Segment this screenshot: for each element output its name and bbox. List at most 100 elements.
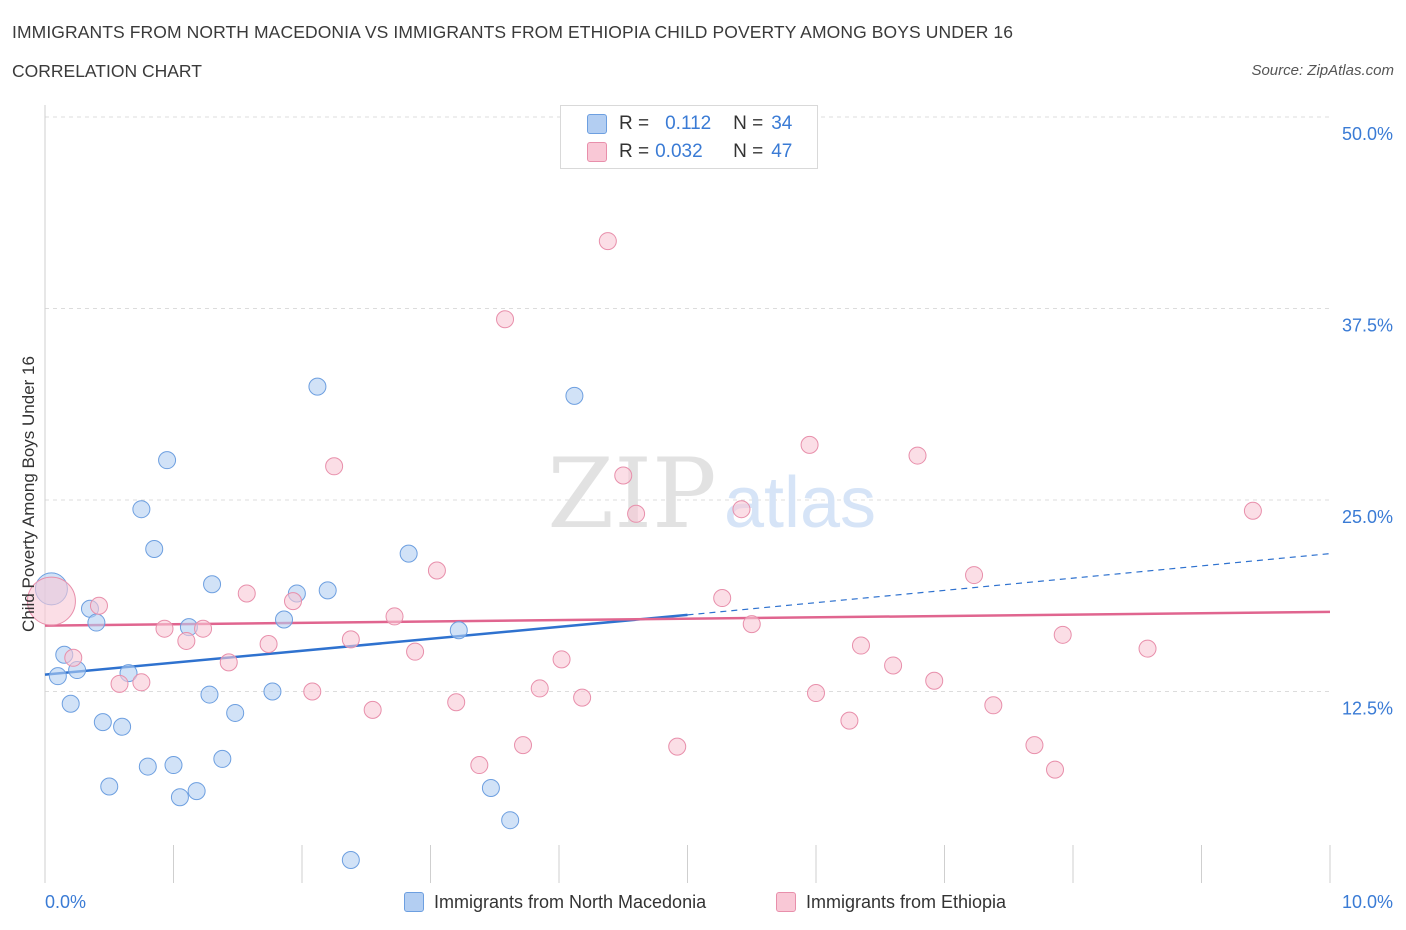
trend-line-macedonia-extension bbox=[687, 553, 1331, 616]
y-tick-label: 50.0% bbox=[1342, 124, 1393, 144]
point-ethiopia bbox=[325, 457, 344, 476]
point-macedonia bbox=[449, 621, 468, 640]
legend-n-label: N = bbox=[733, 141, 764, 162]
legend-row-ethiopia: R = 0.032 N = 47 bbox=[587, 139, 792, 165]
point-ethiopia bbox=[984, 696, 1003, 715]
point-ethiopia bbox=[732, 500, 751, 519]
point-macedonia bbox=[341, 851, 360, 870]
point-ethiopia bbox=[447, 693, 466, 712]
point-ethiopia bbox=[64, 648, 83, 667]
legend-r-value: 0.032 bbox=[655, 141, 703, 162]
chart-title: IMMIGRANTS FROM NORTH MACEDONIA VS IMMIG… bbox=[12, 22, 1014, 42]
x-tick-label: 10.0% bbox=[1342, 892, 1393, 912]
y-tick-label: 12.5% bbox=[1342, 699, 1393, 719]
point-ethiopia bbox=[385, 607, 404, 626]
point-ethiopia bbox=[427, 561, 446, 580]
legend-n-value: 34 bbox=[771, 113, 793, 134]
point-macedonia bbox=[132, 500, 151, 519]
watermark-atlas: atlas bbox=[724, 463, 876, 543]
point-macedonia bbox=[481, 779, 500, 798]
point-ethiopia bbox=[237, 584, 256, 603]
point-ethiopia bbox=[259, 635, 278, 654]
point-ethiopia bbox=[908, 446, 927, 465]
point-ethiopia bbox=[155, 619, 174, 638]
point-ethiopia bbox=[470, 756, 489, 775]
point-ethiopia bbox=[26, 576, 76, 626]
point-macedonia bbox=[213, 749, 232, 768]
chart-subtitle: CORRELATION CHART bbox=[12, 61, 202, 81]
point-ethiopia bbox=[1053, 625, 1072, 644]
data-points bbox=[26, 232, 1262, 870]
point-ethiopia bbox=[965, 566, 984, 585]
point-macedonia bbox=[187, 782, 206, 801]
legend-row-macedonia: R = 0.112 N = 34 bbox=[587, 111, 792, 137]
point-macedonia bbox=[263, 682, 282, 701]
point-macedonia bbox=[501, 811, 520, 830]
point-ethiopia bbox=[614, 466, 633, 485]
point-ethiopia bbox=[807, 684, 825, 703]
point-ethiopia bbox=[177, 631, 196, 650]
legend-n-label: N = bbox=[733, 113, 764, 134]
tick-labels: 12.5% 25.0% 37.5% 50.0% 0.0% 10.0% bbox=[45, 124, 1393, 912]
legend-n-value: 47 bbox=[771, 141, 793, 162]
watermark-zip: ZIP bbox=[547, 438, 716, 550]
y-tick-label: 25.0% bbox=[1342, 507, 1393, 527]
point-macedonia bbox=[145, 540, 164, 559]
legend-swatch-pink bbox=[587, 142, 607, 162]
bottom-legend-swatch-pink bbox=[776, 892, 796, 912]
source-credit: Source: ZipAtlas.com bbox=[1251, 62, 1394, 79]
point-ethiopia bbox=[514, 736, 533, 755]
axes bbox=[44, 105, 1331, 883]
point-ethiopia bbox=[713, 589, 732, 608]
point-ethiopia bbox=[132, 673, 151, 692]
point-macedonia bbox=[93, 713, 112, 732]
point-ethiopia bbox=[925, 671, 944, 690]
trend-lines bbox=[44, 553, 1331, 676]
watermark: ZIP atlas bbox=[547, 438, 876, 550]
point-macedonia bbox=[100, 777, 119, 796]
point-ethiopia bbox=[219, 653, 238, 672]
trend-line-macedonia bbox=[44, 613, 688, 676]
trend-line-ethiopia bbox=[44, 610, 1331, 627]
point-macedonia bbox=[158, 451, 177, 470]
y-tick-label: 37.5% bbox=[1342, 316, 1393, 336]
point-ethiopia bbox=[406, 642, 425, 661]
point-ethiopia bbox=[598, 232, 617, 251]
point-ethiopia bbox=[851, 636, 870, 655]
point-macedonia bbox=[399, 544, 418, 563]
point-macedonia bbox=[226, 703, 245, 722]
correlation-legend: R = 0.112 N = 34 R = 0.032 N = 47 bbox=[560, 105, 818, 169]
x-tick-label: 0.0% bbox=[45, 892, 86, 912]
grid-lines bbox=[45, 116, 1330, 692]
bottom-legend-swatch-blue bbox=[404, 892, 424, 912]
point-macedonia bbox=[200, 685, 219, 704]
bottom-legend-label: Immigrants from North Macedonia bbox=[434, 891, 707, 912]
point-ethiopia bbox=[1138, 639, 1157, 658]
point-ethiopia bbox=[194, 619, 213, 638]
point-ethiopia bbox=[363, 700, 382, 719]
legend-r-value: 0.112 bbox=[665, 113, 712, 134]
point-macedonia bbox=[170, 788, 189, 807]
y-axis-label: Child Poverty Among Boys Under 16 bbox=[19, 356, 38, 632]
point-ethiopia bbox=[1243, 501, 1262, 520]
point-macedonia bbox=[308, 377, 327, 396]
bottom-legend-ethiopia: Immigrants from Ethiopia bbox=[776, 889, 1006, 915]
point-ethiopia bbox=[496, 310, 515, 329]
point-macedonia bbox=[565, 386, 584, 405]
point-ethiopia bbox=[284, 592, 303, 611]
point-macedonia bbox=[318, 581, 337, 600]
legend-r-label: R = bbox=[619, 113, 650, 134]
bottom-legend-label: Immigrants from Ethiopia bbox=[806, 891, 1007, 912]
point-ethiopia bbox=[1046, 760, 1065, 779]
point-ethiopia bbox=[800, 435, 819, 454]
point-ethiopia bbox=[573, 688, 592, 707]
legend-swatch-blue bbox=[587, 114, 607, 134]
point-macedonia bbox=[275, 610, 294, 629]
point-ethiopia bbox=[884, 656, 903, 675]
point-ethiopia bbox=[627, 504, 646, 523]
point-macedonia bbox=[87, 613, 106, 632]
legend-r-label: R = bbox=[619, 141, 650, 162]
bottom-legend-macedonia: Immigrants from North Macedonia bbox=[404, 889, 706, 915]
point-ethiopia bbox=[1025, 736, 1044, 755]
